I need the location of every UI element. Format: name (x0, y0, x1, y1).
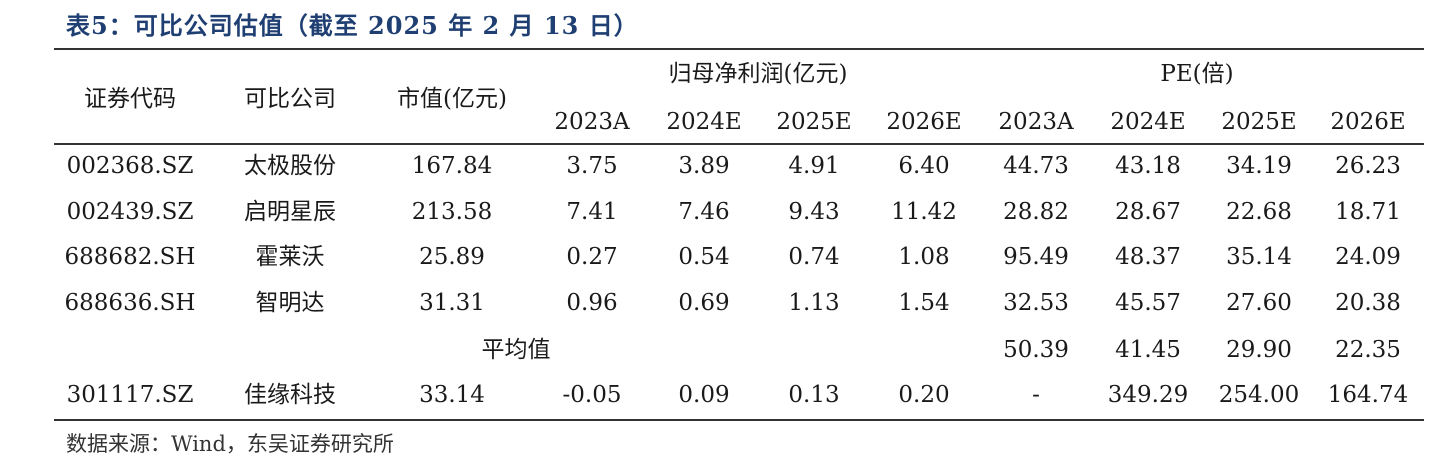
table-bottom-rule (54, 419, 1424, 421)
table-header-rule (54, 143, 1424, 145)
header-code: 证券代码 (84, 86, 176, 112)
row-company: 智明达 (255, 290, 325, 316)
average-pe: 29.90 (1226, 337, 1292, 363)
row-net-profit: 3.89 (678, 153, 730, 179)
header-pe-year: 2023A (998, 109, 1074, 135)
row-net-profit: 3.75 (566, 153, 618, 179)
target-code: 301117.SZ (66, 382, 194, 408)
header-market-cap: 市值(亿元) (397, 86, 507, 112)
target-net-profit: 0.09 (678, 382, 730, 408)
average-pe: 41.45 (1115, 337, 1181, 363)
row-pe: 43.18 (1115, 153, 1181, 179)
header-net-profit-group: 归母净利润(亿元) (668, 61, 848, 87)
row-pe: 22.68 (1226, 199, 1292, 225)
row-pe: 27.60 (1226, 290, 1292, 316)
target-company: 佳缘科技 (244, 382, 336, 408)
target-pe: 254.00 (1218, 382, 1300, 408)
row-net-profit: 0.96 (566, 290, 618, 316)
row-code: 688682.SH (64, 244, 196, 270)
row-pe: 48.37 (1115, 244, 1181, 270)
row-pe: 45.57 (1115, 290, 1181, 316)
row-pe: 24.09 (1335, 244, 1401, 270)
row-market-cap: 167.84 (411, 153, 493, 179)
target-net-profit: -0.05 (562, 382, 622, 408)
row-net-profit: 9.43 (788, 199, 840, 225)
row-net-profit: 0.69 (678, 290, 730, 316)
row-pe: 28.67 (1115, 199, 1181, 225)
header-pe-group: PE(倍) (1160, 61, 1234, 87)
row-net-profit: 11.42 (891, 199, 957, 225)
row-net-profit: 0.74 (788, 244, 840, 270)
row-pe: 18.71 (1335, 199, 1401, 225)
target-pe: 164.74 (1327, 382, 1409, 408)
header-pe-year: 2025E (1221, 109, 1297, 135)
row-pe: 32.53 (1003, 290, 1069, 316)
row-net-profit: 0.54 (678, 244, 730, 270)
row-market-cap: 31.31 (419, 290, 485, 316)
row-code: 688636.SH (64, 290, 196, 316)
header-profit-year: 2025E (776, 109, 852, 135)
header-company: 可比公司 (244, 86, 336, 112)
row-net-profit: 0.27 (566, 244, 618, 270)
row-net-profit: 4.91 (788, 153, 840, 179)
average-pe: 22.35 (1335, 337, 1401, 363)
row-pe: 44.73 (1003, 153, 1069, 179)
row-net-profit: 1.13 (788, 290, 840, 316)
row-net-profit: 6.40 (898, 153, 950, 179)
row-net-profit: 1.08 (898, 244, 950, 270)
header-profit-year: 2023A (554, 109, 630, 135)
row-pe: 95.49 (1003, 244, 1069, 270)
average-pe: 50.39 (1003, 337, 1069, 363)
target-net-profit: 0.13 (788, 382, 840, 408)
row-company: 太极股份 (244, 153, 336, 179)
row-code: 002368.SZ (66, 153, 194, 179)
row-net-profit: 7.41 (566, 199, 618, 225)
header-profit-year: 2024E (666, 109, 742, 135)
header-pe-year: 2026E (1330, 109, 1406, 135)
row-company: 霍莱沃 (255, 244, 325, 270)
row-pe: 26.23 (1335, 153, 1401, 179)
row-pe: 20.38 (1335, 290, 1401, 316)
header-profit-year: 2026E (886, 109, 962, 135)
row-market-cap: 25.89 (419, 244, 485, 270)
header-pe-year: 2024E (1110, 109, 1186, 135)
average-label: 平均值 (481, 337, 551, 363)
data-source-note: 数据来源：Wind，东吴证券研究所 (66, 432, 394, 456)
row-pe: 35.14 (1226, 244, 1292, 270)
row-market-cap: 213.58 (411, 199, 493, 225)
target-net-profit: 0.20 (898, 382, 950, 408)
row-pe: 34.19 (1226, 153, 1292, 179)
table-title: 表5：可比公司估值（截至 2025 年 2 月 13 日） (66, 11, 639, 40)
row-net-profit: 7.46 (678, 199, 730, 225)
target-pe: - (1032, 382, 1040, 408)
table-top-rule (54, 48, 1424, 50)
target-pe: 349.29 (1107, 382, 1189, 408)
row-net-profit: 1.54 (898, 290, 950, 316)
row-company: 启明星辰 (244, 199, 336, 225)
row-code: 002439.SZ (66, 199, 194, 225)
row-pe: 28.82 (1003, 199, 1069, 225)
target-market-cap: 33.14 (419, 382, 485, 408)
